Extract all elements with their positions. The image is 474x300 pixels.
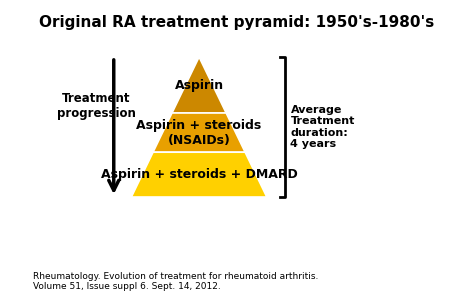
Text: Aspirin: Aspirin bbox=[174, 79, 224, 92]
Text: Aspirin + steroids + DMARD: Aspirin + steroids + DMARD bbox=[100, 168, 298, 181]
Text: Aspirin + steroids
(NSAIDs): Aspirin + steroids (NSAIDs) bbox=[137, 118, 262, 147]
Polygon shape bbox=[153, 113, 245, 152]
Text: Treatment
progression: Treatment progression bbox=[57, 92, 136, 120]
Text: Rheumatology. Evolution of treatment for rheumatoid arthritis.
Volume 51, Issue : Rheumatology. Evolution of treatment for… bbox=[33, 272, 319, 291]
Text: Original RA treatment pyramid: 1950's-1980's: Original RA treatment pyramid: 1950's-19… bbox=[39, 15, 435, 30]
Text: Average
Treatment
duration:
4 years: Average Treatment duration: 4 years bbox=[291, 105, 355, 149]
Polygon shape bbox=[131, 152, 267, 197]
Polygon shape bbox=[172, 57, 226, 113]
